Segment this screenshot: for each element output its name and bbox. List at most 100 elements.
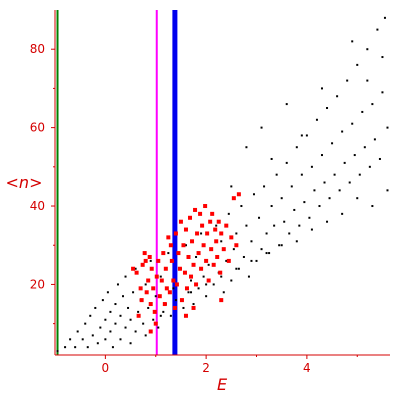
data-point [111,346,114,349]
data-point [230,279,233,282]
highlight-point [146,278,151,283]
highlight-point [153,321,158,326]
data-point [381,91,384,94]
data-point [245,146,248,149]
data-point [368,165,371,168]
data-point [318,205,321,208]
highlight-point [205,231,210,236]
data-point [373,138,376,141]
data-point [273,224,276,227]
highlight-point [176,251,181,256]
data-point [381,56,384,59]
data-point [371,103,374,106]
data-point [215,224,218,227]
data-point [220,240,223,243]
highlight-point [191,262,196,267]
data-point [207,263,210,266]
highlight-point [154,274,159,279]
data-point [336,95,339,98]
data-point [114,303,117,306]
highlight-point [144,290,149,295]
highlight-point [148,302,153,307]
data-point [308,216,311,219]
data-point [280,197,283,200]
data-point [275,173,278,176]
highlight-point [209,247,214,252]
data-point [227,212,230,215]
data-point [295,240,298,243]
highlight-point [216,219,221,224]
data-point [333,173,336,176]
data-point [174,299,177,302]
data-point [265,252,268,255]
highlight-point [218,270,223,275]
highlight-point [236,192,241,197]
highlight-point [231,196,236,201]
data-point [343,161,346,164]
highlight-point [196,251,201,256]
y-axis-label: <n> [6,173,43,192]
y-tick-label: 80 [30,42,45,56]
data-point [270,157,273,160]
highlight-point [164,286,169,291]
data-point [109,330,112,333]
data-point [106,291,109,294]
data-point [250,259,253,262]
data-point [303,201,306,204]
highlight-point [214,239,219,244]
highlight-point [210,211,215,216]
data-point [376,28,379,31]
data-point [124,275,127,278]
x-tick-label: 0 [102,361,110,375]
data-point [237,267,240,270]
data-point [86,346,89,349]
data-point [353,154,356,157]
data-point [162,310,165,313]
data-point [104,338,107,341]
data-point [310,228,313,231]
highlight-point [203,204,208,209]
highlight-point [190,239,195,244]
data-point [76,330,79,333]
data-point [154,295,157,298]
data-point [280,244,283,247]
data-point [326,107,329,110]
data-point [192,303,195,306]
data-point [232,248,235,251]
data-point [242,255,245,258]
highlight-point [198,211,203,216]
data-point [212,283,215,286]
highlight-point [219,298,224,303]
highlight-point [151,286,156,291]
data-point [89,314,92,317]
data-point [114,322,117,325]
highlight-point [189,274,194,279]
data-point [91,334,94,337]
data-point [366,48,369,51]
data-point [363,146,366,149]
data-point [220,275,223,278]
data-point [240,205,243,208]
highlight-point [201,243,206,248]
highlight-point [177,266,182,271]
highlight-point [234,243,239,248]
highlight-point [143,258,148,263]
data-point [383,16,386,19]
highlight-point [224,223,229,228]
highlight-point [163,266,168,271]
data-point [144,283,147,286]
ticks: 0 2 4 20 40 60 80 [30,42,358,375]
highlight-point [183,313,188,318]
data-point [361,110,364,113]
data-point [129,342,132,345]
data-point [278,244,281,247]
highlight-point [169,258,174,263]
highlight-point [199,266,204,271]
data-point [235,267,238,270]
highlight-point [211,262,216,267]
highlight-point [179,298,184,303]
data-point [104,318,107,321]
y-tick-label: 60 [30,121,45,135]
data-point [255,259,258,262]
data-point [378,157,381,160]
